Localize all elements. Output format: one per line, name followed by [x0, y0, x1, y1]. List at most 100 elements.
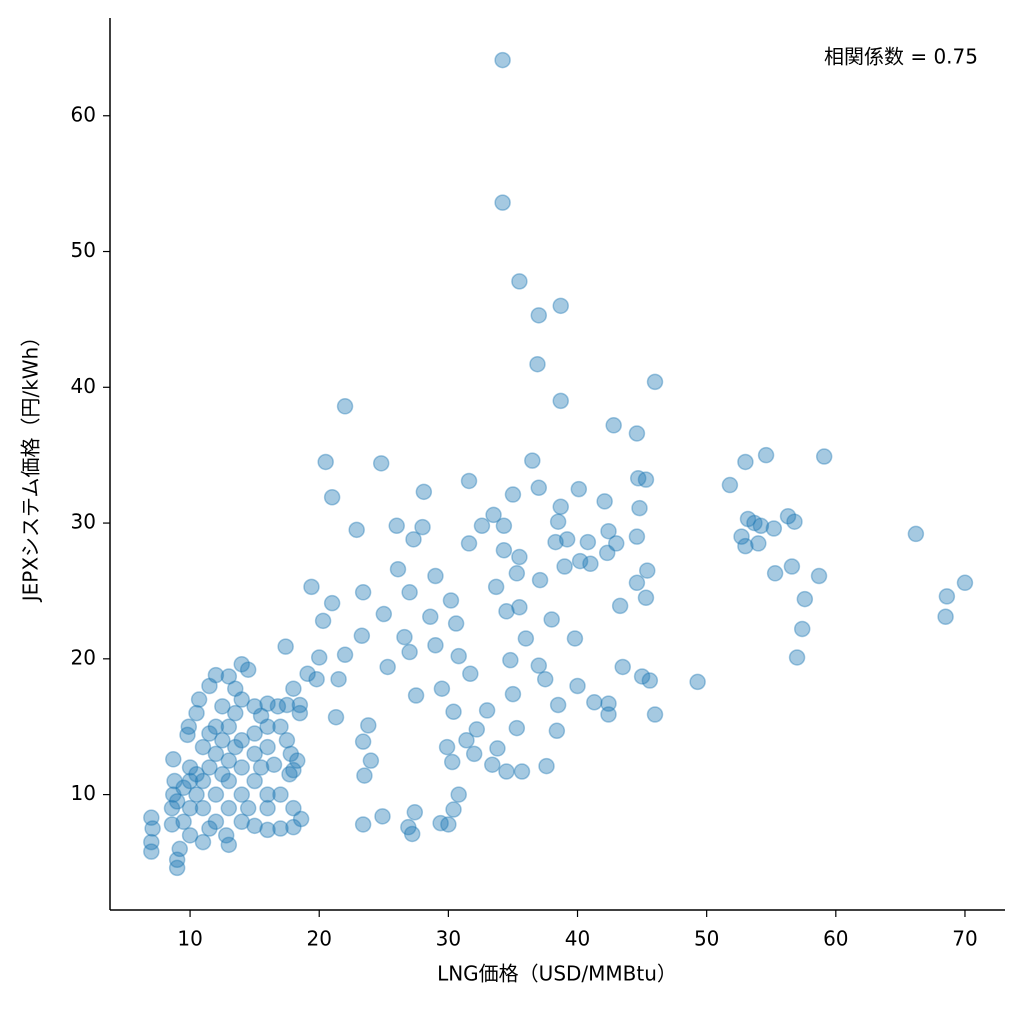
point [269, 698, 287, 715]
point [757, 446, 775, 464]
point [629, 470, 647, 487]
point [179, 726, 196, 744]
point [207, 745, 225, 763]
point [354, 733, 372, 750]
point [547, 533, 564, 551]
point [401, 584, 418, 601]
point [194, 772, 212, 790]
point [530, 657, 548, 674]
point [498, 603, 515, 620]
point [163, 816, 181, 833]
point [721, 476, 739, 494]
point [165, 751, 182, 768]
point [233, 759, 250, 776]
point [308, 670, 325, 688]
y-tick-label: 50 [71, 238, 96, 262]
point [468, 721, 486, 738]
point [336, 646, 354, 664]
x-tick-label: 40 [565, 927, 590, 951]
point [246, 817, 263, 835]
x-tick-label: 20 [306, 927, 331, 951]
point [227, 738, 244, 756]
point [181, 772, 199, 790]
point [530, 307, 548, 324]
point [511, 598, 528, 616]
point [194, 799, 212, 817]
point [556, 558, 573, 575]
point [462, 665, 479, 683]
point [314, 612, 332, 630]
point [327, 708, 345, 726]
point [317, 453, 334, 471]
point [214, 732, 231, 749]
point [406, 803, 424, 821]
point [548, 722, 566, 740]
point [310, 649, 328, 666]
point [440, 816, 457, 833]
point [633, 668, 651, 685]
point [181, 827, 199, 844]
point [396, 628, 413, 646]
point [299, 665, 316, 683]
point [285, 761, 302, 779]
point [566, 630, 584, 647]
point [171, 840, 188, 858]
point [511, 548, 528, 566]
point [278, 696, 296, 714]
point [372, 455, 390, 472]
point [353, 627, 371, 644]
point [207, 813, 225, 831]
point [552, 392, 569, 410]
point [450, 647, 467, 665]
point [246, 725, 263, 742]
point [285, 799, 302, 817]
point [144, 820, 161, 837]
point [531, 571, 549, 589]
point [207, 786, 225, 803]
point [336, 398, 354, 415]
point [239, 799, 257, 817]
point [815, 448, 833, 465]
point [766, 565, 784, 582]
point [907, 525, 925, 543]
point [354, 816, 372, 833]
point [259, 738, 276, 756]
point [779, 508, 797, 525]
point [259, 718, 276, 735]
point [323, 594, 341, 612]
point [628, 574, 646, 592]
point [278, 732, 296, 749]
point [596, 493, 613, 510]
y-tick-label: 30 [71, 510, 96, 534]
point [614, 658, 631, 676]
point [796, 590, 814, 608]
point [207, 718, 225, 735]
point [403, 825, 421, 843]
point [529, 355, 546, 373]
point [495, 517, 513, 535]
point [786, 513, 803, 530]
point [605, 417, 622, 434]
point [570, 480, 588, 498]
point [291, 704, 309, 722]
point [415, 483, 433, 501]
point [641, 672, 659, 689]
point [494, 194, 511, 211]
point [427, 567, 444, 585]
x-tick-label: 10 [177, 927, 202, 951]
point [639, 562, 656, 579]
point [579, 533, 597, 551]
point [600, 706, 617, 723]
point [220, 752, 238, 769]
point [292, 810, 310, 828]
point [508, 719, 526, 737]
point [637, 589, 655, 606]
point [143, 833, 160, 851]
point [259, 799, 276, 817]
point [214, 698, 231, 715]
point [201, 759, 218, 776]
point [233, 732, 250, 749]
point [362, 752, 380, 769]
point [181, 759, 199, 776]
point [598, 544, 616, 562]
